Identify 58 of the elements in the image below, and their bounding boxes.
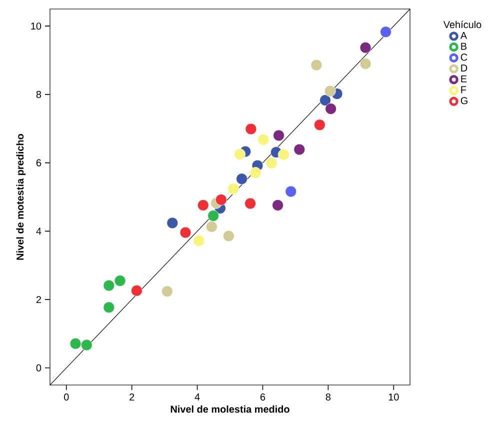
y-tick-label: 8 (36, 90, 42, 98)
point (80, 339, 92, 351)
point (324, 85, 336, 97)
point (131, 284, 142, 296)
x-tick-label: 10 (388, 394, 399, 401)
point (215, 194, 227, 206)
point (266, 157, 278, 169)
point (360, 58, 372, 70)
legend-label: G (460, 97, 468, 104)
x-tick-label: 8 (326, 394, 331, 401)
point (285, 186, 297, 198)
x-tick-label: 2 (130, 394, 134, 400)
point (258, 134, 270, 146)
point (70, 338, 82, 350)
legend-label: C (460, 54, 468, 61)
point (294, 144, 306, 156)
point (272, 200, 284, 211)
point (310, 59, 322, 71)
point (325, 103, 337, 115)
y-tick-label: 0 (36, 364, 42, 372)
point (314, 119, 326, 131)
x-tick-label: 0 (64, 394, 69, 401)
point (380, 26, 392, 38)
point (206, 221, 218, 232)
legend-label: A (460, 32, 468, 39)
point (222, 230, 234, 242)
point (197, 200, 209, 211)
point (245, 123, 257, 135)
point (236, 173, 248, 185)
legend-label: D (461, 64, 468, 72)
point (114, 275, 126, 286)
point (193, 235, 205, 246)
y-tick-label: 10 (31, 22, 42, 30)
legend-label: F (461, 86, 466, 94)
point (228, 183, 239, 194)
y-tick-label: 4 (36, 228, 42, 235)
y-tick-label: 6 (36, 159, 42, 166)
y-axis-title: Nivel de motestia predicho (16, 134, 26, 260)
legend-label: E (461, 75, 467, 82)
point (244, 198, 256, 210)
point (234, 148, 246, 160)
point (103, 280, 115, 292)
point (180, 226, 192, 238)
x-tick-label: 4 (194, 394, 200, 400)
point (166, 217, 178, 229)
point (250, 167, 262, 178)
point (103, 302, 115, 314)
point (273, 130, 284, 142)
x-tick-label: 6 (260, 394, 266, 401)
point (208, 210, 220, 222)
y-tick-label: 2 (36, 296, 41, 304)
legend-title: Vehículo (443, 20, 482, 28)
point (360, 42, 372, 54)
legend-label: B (461, 42, 467, 50)
x-axis-title: Nivel de molestia medido (170, 405, 290, 413)
point (278, 148, 290, 160)
point (161, 286, 173, 298)
point (320, 94, 331, 106)
